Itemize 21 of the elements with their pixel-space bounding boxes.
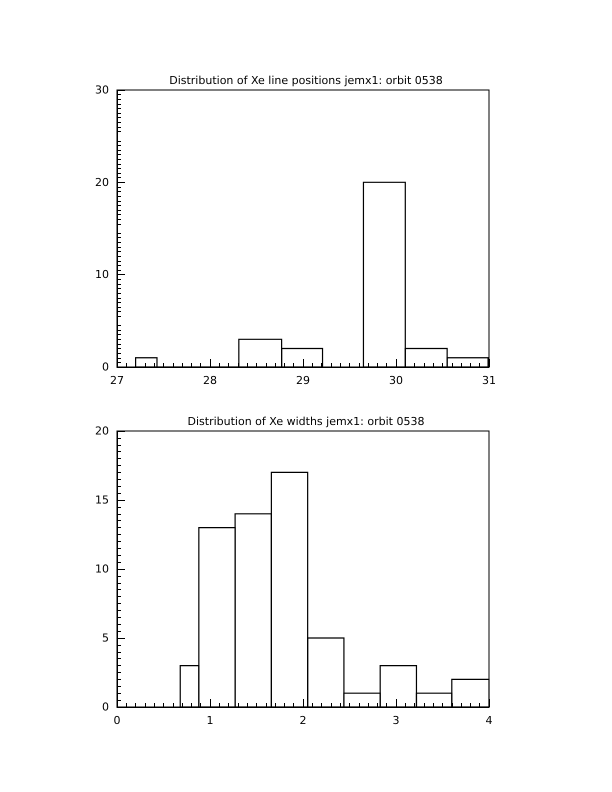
- y-tick-label: 20: [95, 424, 109, 438]
- x-tick-label: 28: [203, 374, 217, 387]
- x-tick-label: 1: [206, 714, 214, 727]
- y-tick-label: 5: [102, 632, 109, 644]
- x-tick-label: 29: [296, 374, 310, 387]
- y-tick-label: 30: [95, 84, 109, 96]
- x-tick-label: 2: [300, 714, 306, 727]
- y-tick-label: 0: [102, 360, 109, 374]
- x-tick-label: 27: [110, 374, 124, 387]
- y-tick-label: 0: [102, 700, 109, 714]
- chart-title: Distribution of Xe line positions jemx1: orbit 0538: [169, 74, 443, 87]
- y-tick-label: 15: [95, 494, 109, 506]
- y-tick-label: 10: [95, 268, 109, 282]
- y-tick-label: 10: [95, 562, 109, 576]
- x-tick-label: 4: [486, 714, 492, 727]
- y-tick-label: 20: [95, 176, 109, 189]
- x-tick-label: 30: [389, 374, 403, 387]
- x-tick-label: 0: [114, 714, 120, 727]
- x-tick-label: 3: [392, 714, 400, 727]
- x-tick-label: 31: [482, 374, 496, 387]
- chart-title: Distribution of Xe widths jemx1: orbit 0538: [188, 415, 424, 428]
